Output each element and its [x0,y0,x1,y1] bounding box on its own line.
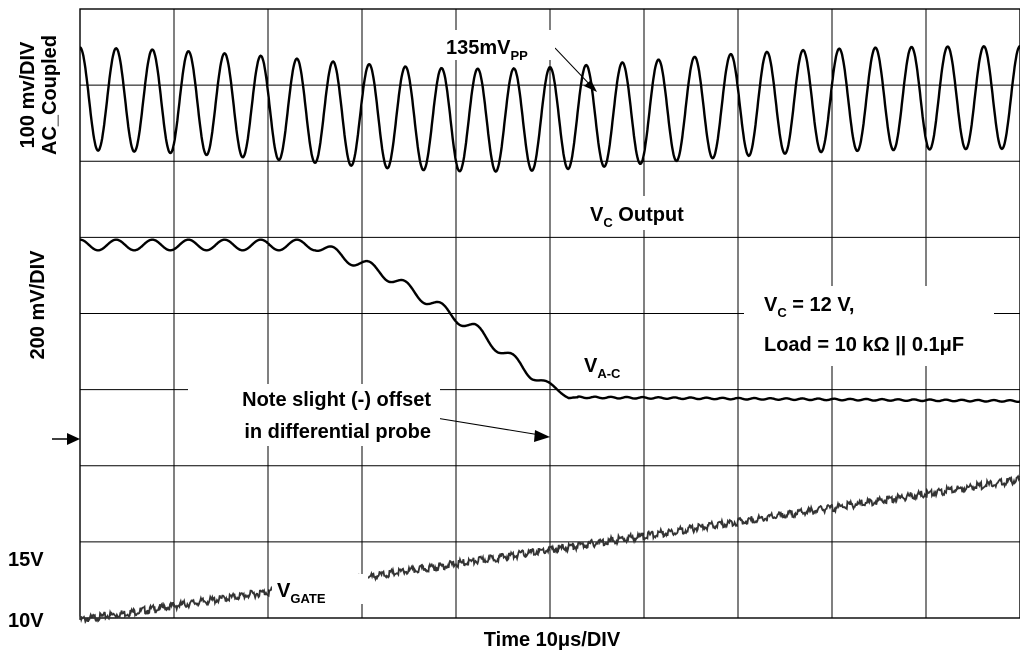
vgate-annotation: VGATE [277,580,326,606]
conditions-bg [744,286,994,366]
vc-scale-label: 100 mv/DIV [17,41,39,148]
ripple-arrowhead [584,80,597,92]
note-bg [188,384,440,446]
note-line-2: in differential probe [244,421,431,443]
vgate-label-bg [272,574,368,604]
note-arrowhead [534,430,550,442]
ripple-arrow-line [554,47,594,89]
vac-annotation: VA-C [584,355,621,381]
series-vc-output-line [79,44,1020,173]
vac-label-bg [578,350,640,380]
ripple-label-bg [443,30,555,60]
x-axis-label: Time 10μs/DIV [484,629,621,651]
series-vgate-line [79,474,1020,624]
vgate-tick-10v: 10V [8,610,44,632]
vgate-tick-15v: 15V [8,549,44,571]
trace-group [79,44,1020,624]
series-vac-line [80,238,1020,403]
note-line-1: Note slight (-) offset [242,389,431,411]
vc-output-annotation: VC Output [590,204,684,230]
conditions-line-2: Load = 10 kΩ || 0.1μF [764,334,964,356]
conditions-line-1: VC = 12 V, [764,294,854,320]
note-arrow-line [435,417,541,436]
ripple-annotation: 135mVPP [446,37,528,63]
vc-coupling-label: AC_Coupled [39,35,61,155]
vac-scale-label: 200 mV/DIV [27,250,49,360]
vc-output-label-bg [580,196,720,230]
